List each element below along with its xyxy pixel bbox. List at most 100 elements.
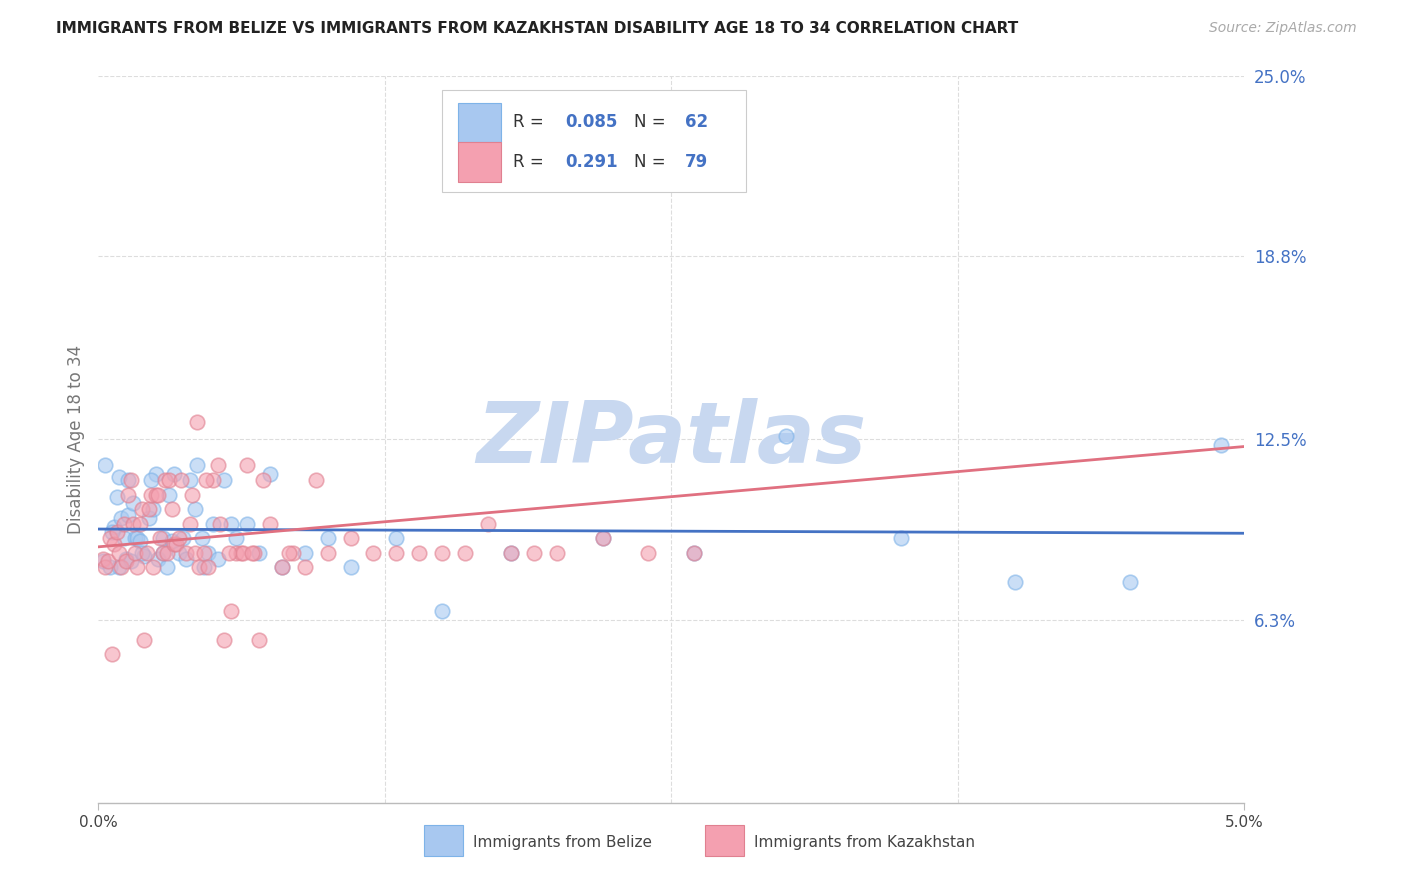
Point xyxy=(146,551,169,566)
Point xyxy=(128,534,150,549)
Point xyxy=(108,560,131,574)
Point xyxy=(592,531,614,545)
Point xyxy=(232,546,254,560)
Point xyxy=(339,531,361,545)
Point xyxy=(172,531,194,545)
Text: 0.085: 0.085 xyxy=(565,113,617,131)
Point xyxy=(218,546,240,560)
Point xyxy=(193,546,215,560)
Point xyxy=(408,546,430,560)
Point xyxy=(236,516,259,531)
Point xyxy=(134,632,156,647)
Point xyxy=(117,487,139,501)
Point xyxy=(146,487,169,501)
Point xyxy=(270,560,292,574)
Point xyxy=(152,546,174,560)
Point xyxy=(259,467,281,482)
Text: Immigrants from Belize: Immigrants from Belize xyxy=(474,835,652,850)
Point xyxy=(197,560,219,574)
Point xyxy=(131,546,153,560)
Point xyxy=(115,554,138,568)
Point xyxy=(98,531,121,545)
Text: IMMIGRANTS FROM BELIZE VS IMMIGRANTS FROM KAZAKHSTAN DISABILITY AGE 18 TO 34 COR: IMMIGRANTS FROM BELIZE VS IMMIGRANTS FRO… xyxy=(56,21,1018,36)
Point xyxy=(197,546,219,560)
Point xyxy=(1211,438,1233,452)
Point xyxy=(1004,574,1026,589)
Point xyxy=(170,473,193,487)
Point xyxy=(110,560,132,574)
Point xyxy=(430,546,453,560)
Point xyxy=(94,458,117,473)
Point xyxy=(105,525,128,540)
Point xyxy=(105,491,128,505)
FancyBboxPatch shape xyxy=(704,825,744,855)
Point xyxy=(190,531,212,545)
Point xyxy=(889,531,911,545)
Point xyxy=(183,502,205,516)
Point xyxy=(188,560,211,574)
Text: ZIPatlas: ZIPatlas xyxy=(477,398,866,481)
Point xyxy=(142,502,165,516)
Point xyxy=(294,560,316,574)
Text: R =: R = xyxy=(513,153,550,171)
Point xyxy=(236,458,259,473)
Point xyxy=(108,470,131,484)
Point xyxy=(247,632,270,647)
Point xyxy=(207,551,229,566)
Point xyxy=(145,487,167,501)
Point xyxy=(477,516,499,531)
Point xyxy=(159,473,181,487)
Point xyxy=(277,546,299,560)
Point xyxy=(160,502,183,516)
Point xyxy=(186,458,208,473)
Point xyxy=(294,546,316,560)
Point xyxy=(127,560,149,574)
Point xyxy=(134,549,156,563)
Point xyxy=(120,554,142,568)
Point xyxy=(316,546,339,560)
Point xyxy=(202,516,225,531)
Point xyxy=(145,467,167,482)
Point xyxy=(120,473,142,487)
Point xyxy=(128,516,150,531)
Point xyxy=(385,546,408,560)
Point xyxy=(221,516,243,531)
Point xyxy=(103,519,125,533)
Point xyxy=(138,502,160,516)
Point xyxy=(139,487,162,501)
Point xyxy=(138,511,160,525)
Point xyxy=(152,531,174,545)
Text: 62: 62 xyxy=(685,113,709,131)
Text: Source: ZipAtlas.com: Source: ZipAtlas.com xyxy=(1209,21,1357,35)
Text: N =: N = xyxy=(634,153,671,171)
Point xyxy=(156,546,179,560)
Point xyxy=(523,546,546,560)
Point xyxy=(181,487,204,501)
Point xyxy=(124,546,146,560)
Point xyxy=(208,516,231,531)
Point xyxy=(259,516,281,531)
Point xyxy=(149,531,172,545)
Point xyxy=(167,531,190,545)
Point xyxy=(163,537,186,551)
FancyBboxPatch shape xyxy=(441,90,745,192)
Point xyxy=(152,546,174,560)
Point xyxy=(131,502,153,516)
Point xyxy=(214,473,236,487)
Point xyxy=(112,531,135,545)
Point xyxy=(117,473,139,487)
Point xyxy=(103,537,125,551)
Point xyxy=(499,546,522,560)
Point xyxy=(195,473,218,487)
Point xyxy=(214,632,236,647)
Point xyxy=(225,531,247,545)
Point xyxy=(637,546,659,560)
Point xyxy=(683,138,706,153)
Point xyxy=(97,554,120,568)
Point xyxy=(240,546,263,560)
Point xyxy=(207,458,229,473)
Point xyxy=(121,516,143,531)
Point xyxy=(385,531,408,545)
Point xyxy=(430,604,453,618)
Point xyxy=(221,604,243,618)
